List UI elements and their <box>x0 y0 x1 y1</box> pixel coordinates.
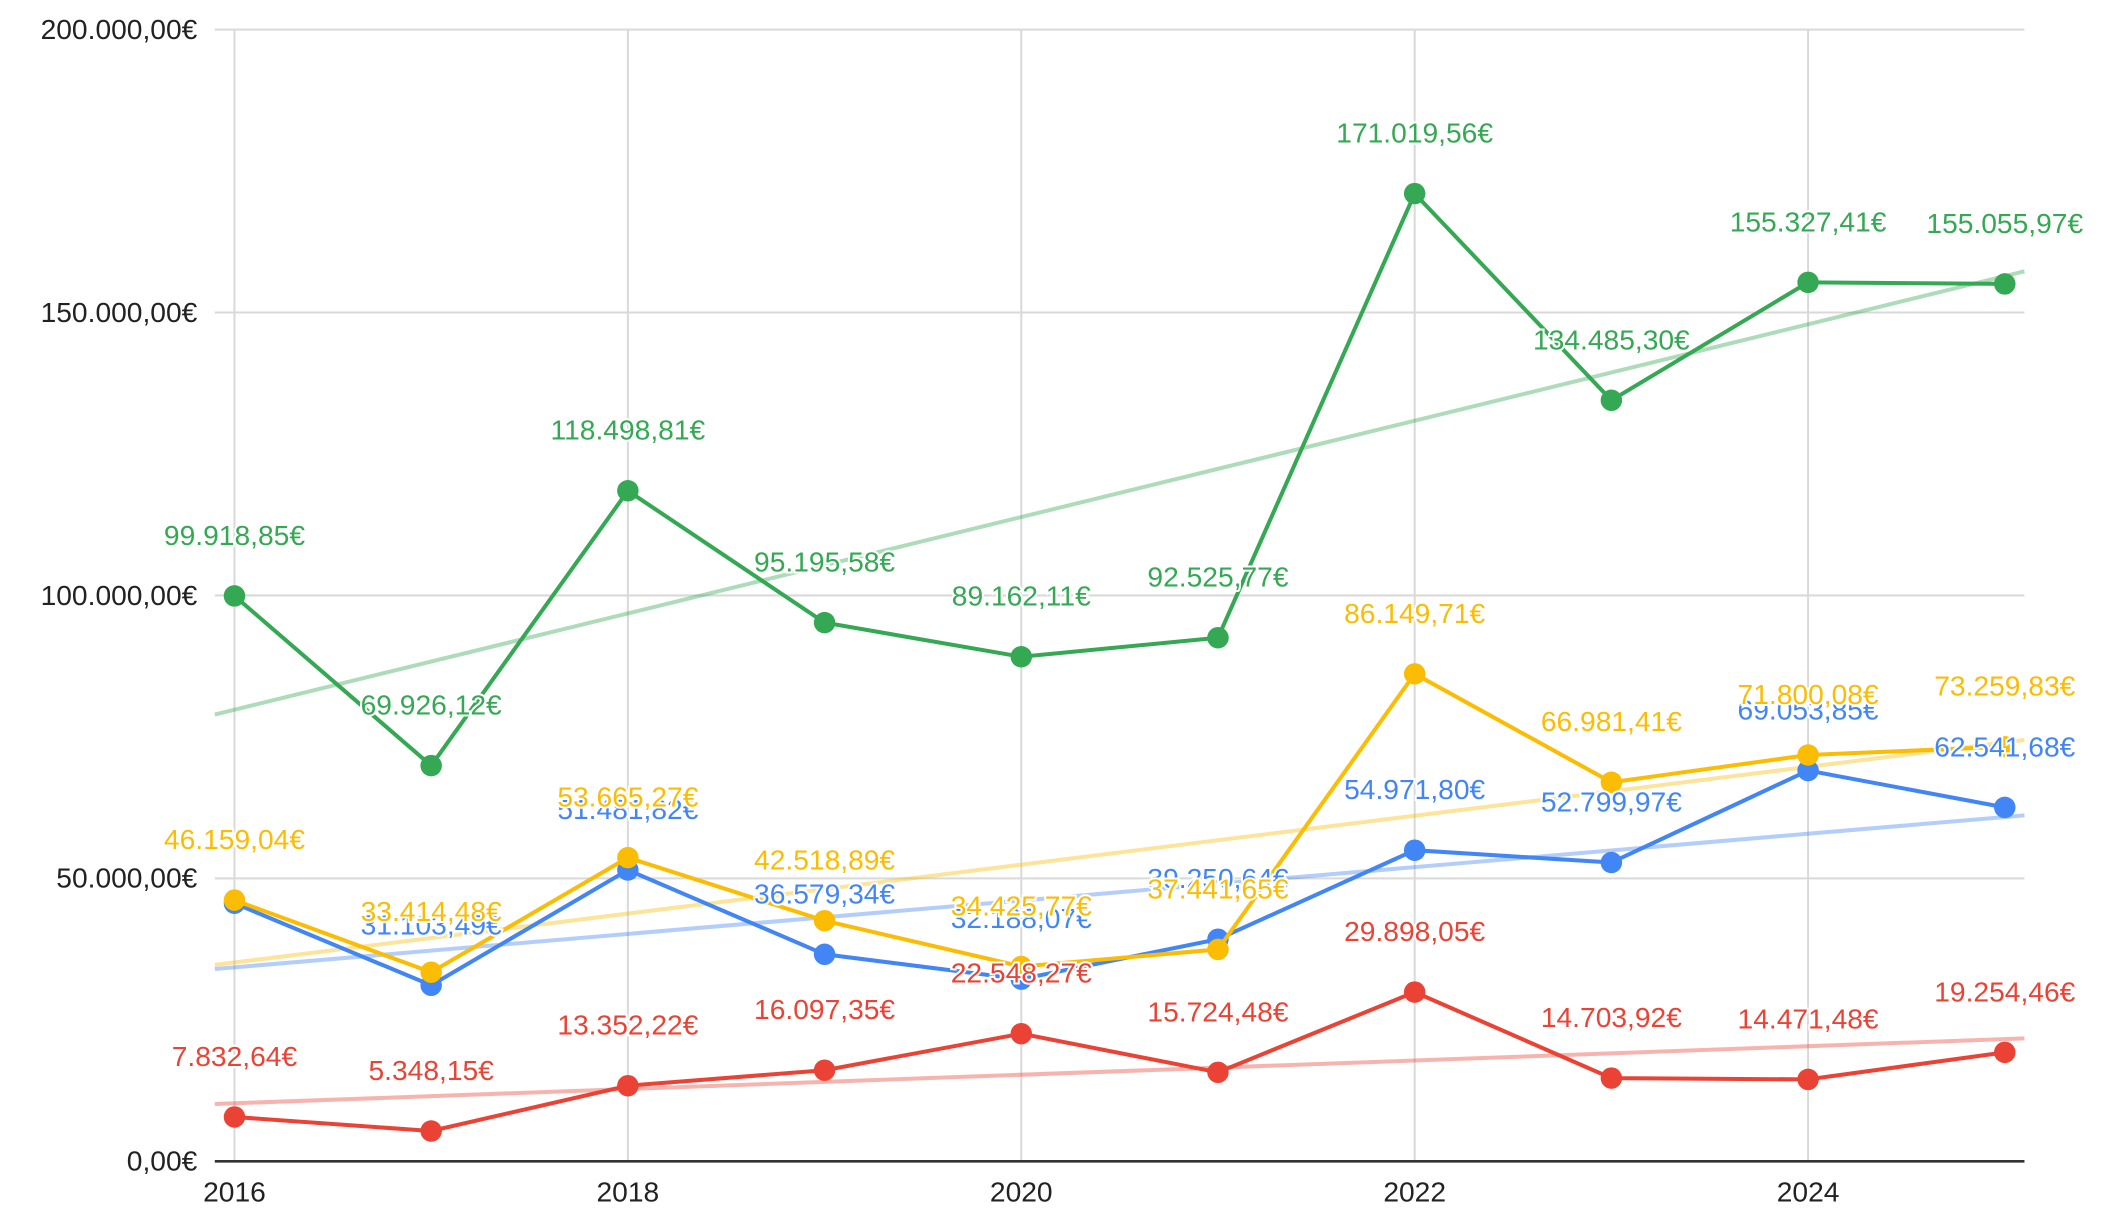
data-label: 34.425,77€ <box>951 889 1092 921</box>
data-label: 69.053,85€ <box>1738 694 1879 726</box>
data-point <box>1994 273 2016 295</box>
data-label: 31.103,49€ <box>361 908 502 940</box>
data-label: 69.926,12€ <box>361 689 502 721</box>
data-label: 29.898,05€ <box>1344 915 1485 947</box>
data-point <box>617 480 639 502</box>
data-point <box>1797 271 1819 294</box>
y-tick-label: 50.000,00€ <box>56 862 197 894</box>
data-point <box>1207 1061 1229 1084</box>
series-line <box>233 189 2005 769</box>
x-tick-label: 2020 <box>990 1176 1053 1208</box>
data-label: 99.918,85€ <box>164 519 305 551</box>
data-label: 155.327,41€ <box>1730 205 1887 237</box>
data-label: 13.352,22€ <box>557 1009 698 1041</box>
data-point <box>1010 955 1033 978</box>
data-point <box>1994 736 2016 758</box>
data-label: 89.162,11€ <box>952 580 1091 612</box>
data-point <box>1797 744 1819 766</box>
data-label: 7.832,64€ <box>172 1040 298 1072</box>
data-point <box>1600 851 1623 874</box>
data-label: 33.414,48€ <box>361 895 502 927</box>
trendline <box>214 269 2025 717</box>
data-point <box>813 943 836 966</box>
data-point <box>1403 981 1426 1003</box>
data-point <box>223 585 246 607</box>
data-point <box>420 961 442 983</box>
data-label: 16.097,35€ <box>754 993 895 1025</box>
y-tick-label: 0,00€ <box>127 1145 198 1177</box>
data-label: 22.548,27€ <box>951 957 1092 989</box>
data-point <box>1403 182 1426 205</box>
trendline <box>214 737 2025 967</box>
data-point <box>1010 646 1033 668</box>
data-label: 39.250,64€ <box>1147 862 1288 894</box>
data-label: 92.525,77€ <box>1147 561 1288 593</box>
data-label: 155.055,97€ <box>1926 207 2083 239</box>
y-tick-label: 100.000,00€ <box>41 579 198 611</box>
data-point <box>420 1120 442 1142</box>
x-tick-label: 2016 <box>203 1176 266 1208</box>
data-point <box>1797 1068 1819 1091</box>
data-point <box>1010 1022 1033 1045</box>
data-label: 95.195,58€ <box>754 546 895 578</box>
data-label: 52.799,97€ <box>1541 786 1682 818</box>
data-label: 53.665,27€ <box>557 781 698 813</box>
data-label: 14.703,92€ <box>1541 1001 1682 1033</box>
data-point <box>1207 938 1229 961</box>
data-label: 71.800,08€ <box>1738 678 1879 710</box>
data-label: 51.481,82€ <box>557 793 698 825</box>
x-tick-label: 2024 <box>1777 1176 1840 1208</box>
data-label: 15.724,48€ <box>1147 995 1288 1027</box>
series-line <box>234 989 2006 1134</box>
data-point <box>223 889 246 911</box>
data-point <box>1600 1067 1623 1089</box>
data-label: 32.188,07€ <box>951 902 1092 934</box>
data-point <box>1403 839 1426 861</box>
data-point <box>1797 759 1819 782</box>
y-tick-label: 200.000,00€ <box>41 13 198 45</box>
data-label: 62.541,68€ <box>1934 730 2075 762</box>
data-point <box>1994 1041 2016 1064</box>
data-point <box>1600 389 1623 412</box>
x-tick-label: 2018 <box>597 1176 660 1208</box>
data-label: 42.518,89€ <box>754 844 895 876</box>
data-point <box>223 1106 246 1128</box>
data-label: 73.259,83€ <box>1934 670 2075 702</box>
trendline <box>214 813 2025 972</box>
series-line <box>233 671 2005 975</box>
data-point <box>1207 626 1229 649</box>
data-label: 134.485,30€ <box>1533 323 1690 355</box>
data-label: 19.254,46€ <box>1934 975 2075 1007</box>
data-label: 86.149,71€ <box>1344 597 1485 629</box>
y-tick-label: 150.000,00€ <box>41 296 198 328</box>
data-label: 36.579,34€ <box>754 877 895 909</box>
x-tick-label: 2022 <box>1383 1176 1446 1208</box>
data-label: 14.471,48€ <box>1738 1002 1879 1034</box>
data-point <box>1600 771 1623 794</box>
data-point <box>1403 663 1426 685</box>
data-label: 46.159,04€ <box>164 823 305 855</box>
data-label: 118.498,81€ <box>551 414 706 446</box>
data-label: 54.971,80€ <box>1344 773 1485 805</box>
data-point <box>813 909 836 932</box>
data-point <box>617 1074 639 1097</box>
data-label: 66.981,41€ <box>1541 705 1682 737</box>
data-label: 171.019,56€ <box>1336 117 1493 149</box>
data-label: 5.348,15€ <box>368 1054 494 1086</box>
data-point <box>1994 796 2016 819</box>
data-label: 37.441,65€ <box>1147 872 1288 904</box>
data-point <box>617 846 639 869</box>
data-point <box>813 1059 836 1081</box>
data-point <box>813 611 836 634</box>
trendline <box>214 1036 2025 1107</box>
data-point <box>420 754 442 777</box>
